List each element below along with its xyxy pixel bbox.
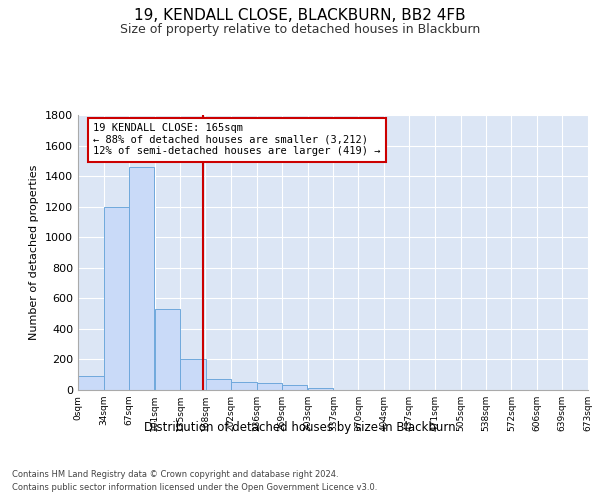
Bar <box>181 360 206 390</box>
Bar <box>257 383 283 390</box>
Text: Size of property relative to detached houses in Blackburn: Size of property relative to detached ho… <box>120 22 480 36</box>
Bar <box>231 382 257 390</box>
Text: 19, KENDALL CLOSE, BLACKBURN, BB2 4FB: 19, KENDALL CLOSE, BLACKBURN, BB2 4FB <box>134 8 466 22</box>
Bar <box>282 384 307 390</box>
Bar <box>129 167 154 390</box>
Text: Contains public sector information licensed under the Open Government Licence v3: Contains public sector information licen… <box>12 482 377 492</box>
Text: Contains HM Land Registry data © Crown copyright and database right 2024.: Contains HM Land Registry data © Crown c… <box>12 470 338 479</box>
Bar <box>78 376 104 390</box>
Bar <box>205 378 231 390</box>
Bar <box>155 309 180 390</box>
Y-axis label: Number of detached properties: Number of detached properties <box>29 165 40 340</box>
Bar <box>308 388 333 390</box>
Text: 19 KENDALL CLOSE: 165sqm
← 88% of detached houses are smaller (3,212)
12% of sem: 19 KENDALL CLOSE: 165sqm ← 88% of detach… <box>94 123 381 156</box>
Text: Distribution of detached houses by size in Blackburn: Distribution of detached houses by size … <box>144 421 456 434</box>
Bar <box>104 206 130 390</box>
